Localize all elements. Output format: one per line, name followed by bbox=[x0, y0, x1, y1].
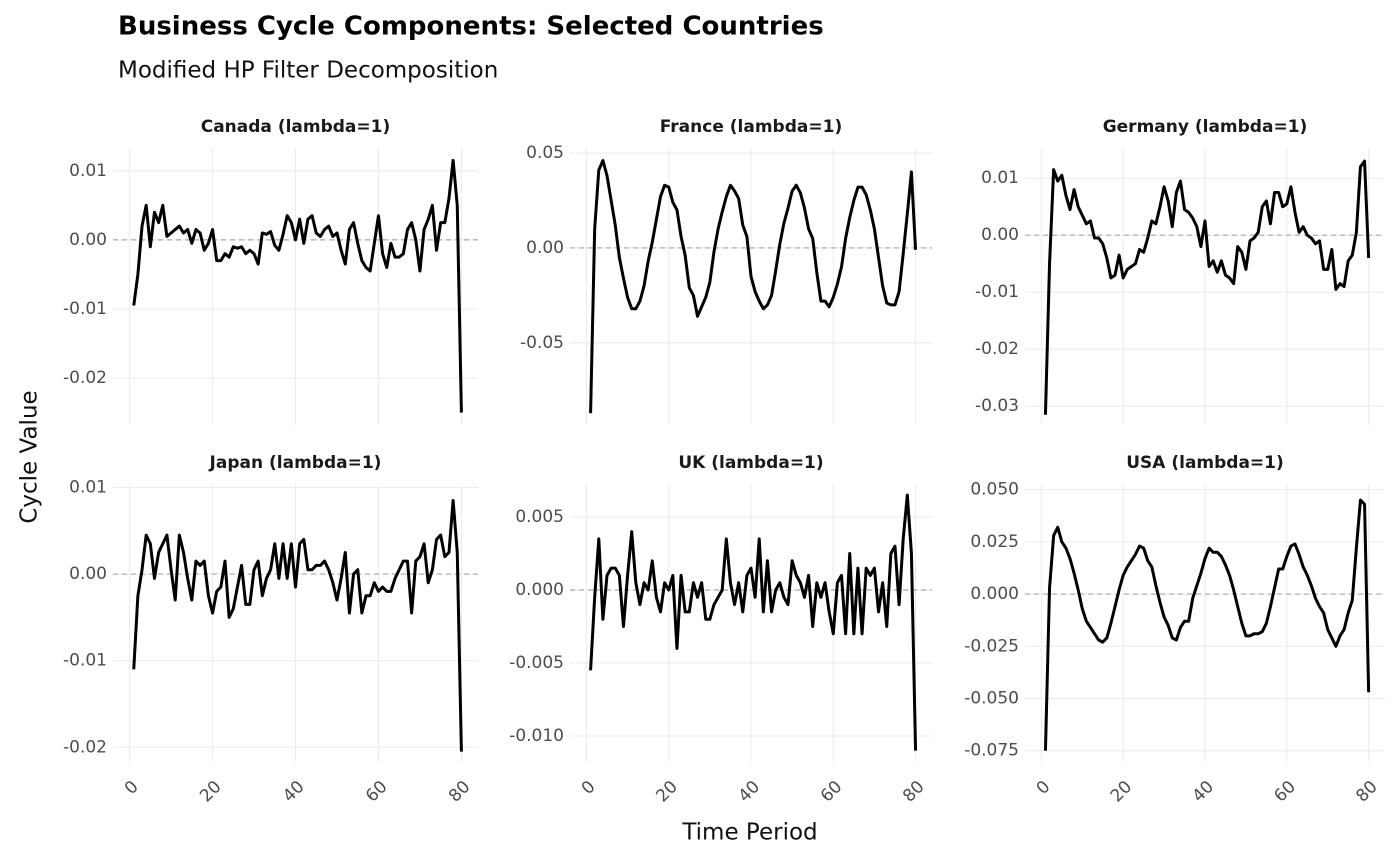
x-axis-title: Time Period bbox=[681, 820, 817, 846]
x-tick-label: 0 bbox=[121, 777, 143, 799]
y-tick-label: 0.00 bbox=[69, 230, 107, 250]
y-tick-label: -0.075 bbox=[964, 741, 1019, 761]
x-tick-label: 0 bbox=[578, 777, 600, 799]
y-tick-label: -0.02 bbox=[975, 339, 1019, 359]
x-tick-label: 40 bbox=[1189, 777, 1218, 806]
y-tick-label: -0.01 bbox=[63, 299, 107, 319]
y-tick-label: 0.000 bbox=[515, 580, 564, 600]
series-line bbox=[1043, 159, 1371, 415]
y-tick-label: 0.00 bbox=[981, 225, 1019, 245]
x-tick-label: 20 bbox=[196, 777, 225, 806]
panel-title: Japan (lambda=1) bbox=[209, 453, 382, 473]
chart-title: Business Cycle Components: Selected Coun… bbox=[118, 12, 824, 42]
y-tick-label: -0.05 bbox=[520, 333, 564, 353]
y-tick-label: 0.00 bbox=[526, 238, 564, 258]
series-line bbox=[132, 158, 463, 413]
y-tick-label: 0.005 bbox=[515, 507, 564, 527]
y-tick-label: -0.01 bbox=[975, 282, 1019, 302]
series-line bbox=[132, 498, 463, 752]
y-tick-label: -0.02 bbox=[63, 737, 107, 757]
x-tick-label: 60 bbox=[362, 777, 391, 806]
y-tick-label: 0.01 bbox=[69, 477, 107, 497]
x-tick-label: 80 bbox=[899, 777, 928, 806]
panel-title: UK (lambda=1) bbox=[678, 453, 823, 473]
y-tick-label: -0.025 bbox=[964, 636, 1019, 656]
x-tick-label: 80 bbox=[1352, 777, 1381, 806]
y-tick-label: 0.01 bbox=[69, 161, 107, 181]
panel-title: France (lambda=1) bbox=[660, 117, 842, 137]
panel-title: Canada (lambda=1) bbox=[201, 117, 391, 137]
x-tick-label: 60 bbox=[817, 777, 846, 806]
series-line bbox=[1043, 498, 1371, 751]
x-tick-label: 0 bbox=[1033, 777, 1055, 799]
x-tick-label: 40 bbox=[735, 777, 764, 806]
panel-title: USA (lambda=1) bbox=[1126, 453, 1284, 473]
panel-title: Germany (lambda=1) bbox=[1103, 117, 1308, 137]
x-tick-label: 60 bbox=[1270, 777, 1299, 806]
y-axis-title: Cycle Value bbox=[17, 390, 43, 523]
y-tick-label: 0.00 bbox=[69, 564, 107, 584]
x-tick-label: 20 bbox=[1107, 777, 1136, 806]
y-tick-label: -0.01 bbox=[63, 651, 107, 671]
y-tick-label: -0.005 bbox=[509, 653, 564, 673]
x-tick-label: 80 bbox=[445, 777, 474, 806]
y-tick-label: -0.03 bbox=[975, 396, 1019, 416]
y-tick-label: 0.000 bbox=[970, 584, 1019, 604]
x-tick-label: 40 bbox=[279, 777, 308, 806]
y-tick-label: 0.05 bbox=[526, 143, 564, 163]
y-tick-label: -0.010 bbox=[509, 726, 564, 746]
y-tick-label: 0.01 bbox=[981, 168, 1019, 188]
y-tick-label: -0.02 bbox=[63, 368, 107, 388]
y-tick-label: -0.050 bbox=[964, 689, 1019, 709]
y-tick-label: 0.025 bbox=[970, 532, 1019, 552]
series-line bbox=[589, 493, 918, 751]
x-tick-label: 20 bbox=[652, 777, 681, 806]
series-line bbox=[589, 159, 918, 414]
chart-subtitle: Modified HP Filter Decomposition bbox=[118, 58, 498, 84]
y-tick-label: 0.050 bbox=[970, 480, 1019, 500]
